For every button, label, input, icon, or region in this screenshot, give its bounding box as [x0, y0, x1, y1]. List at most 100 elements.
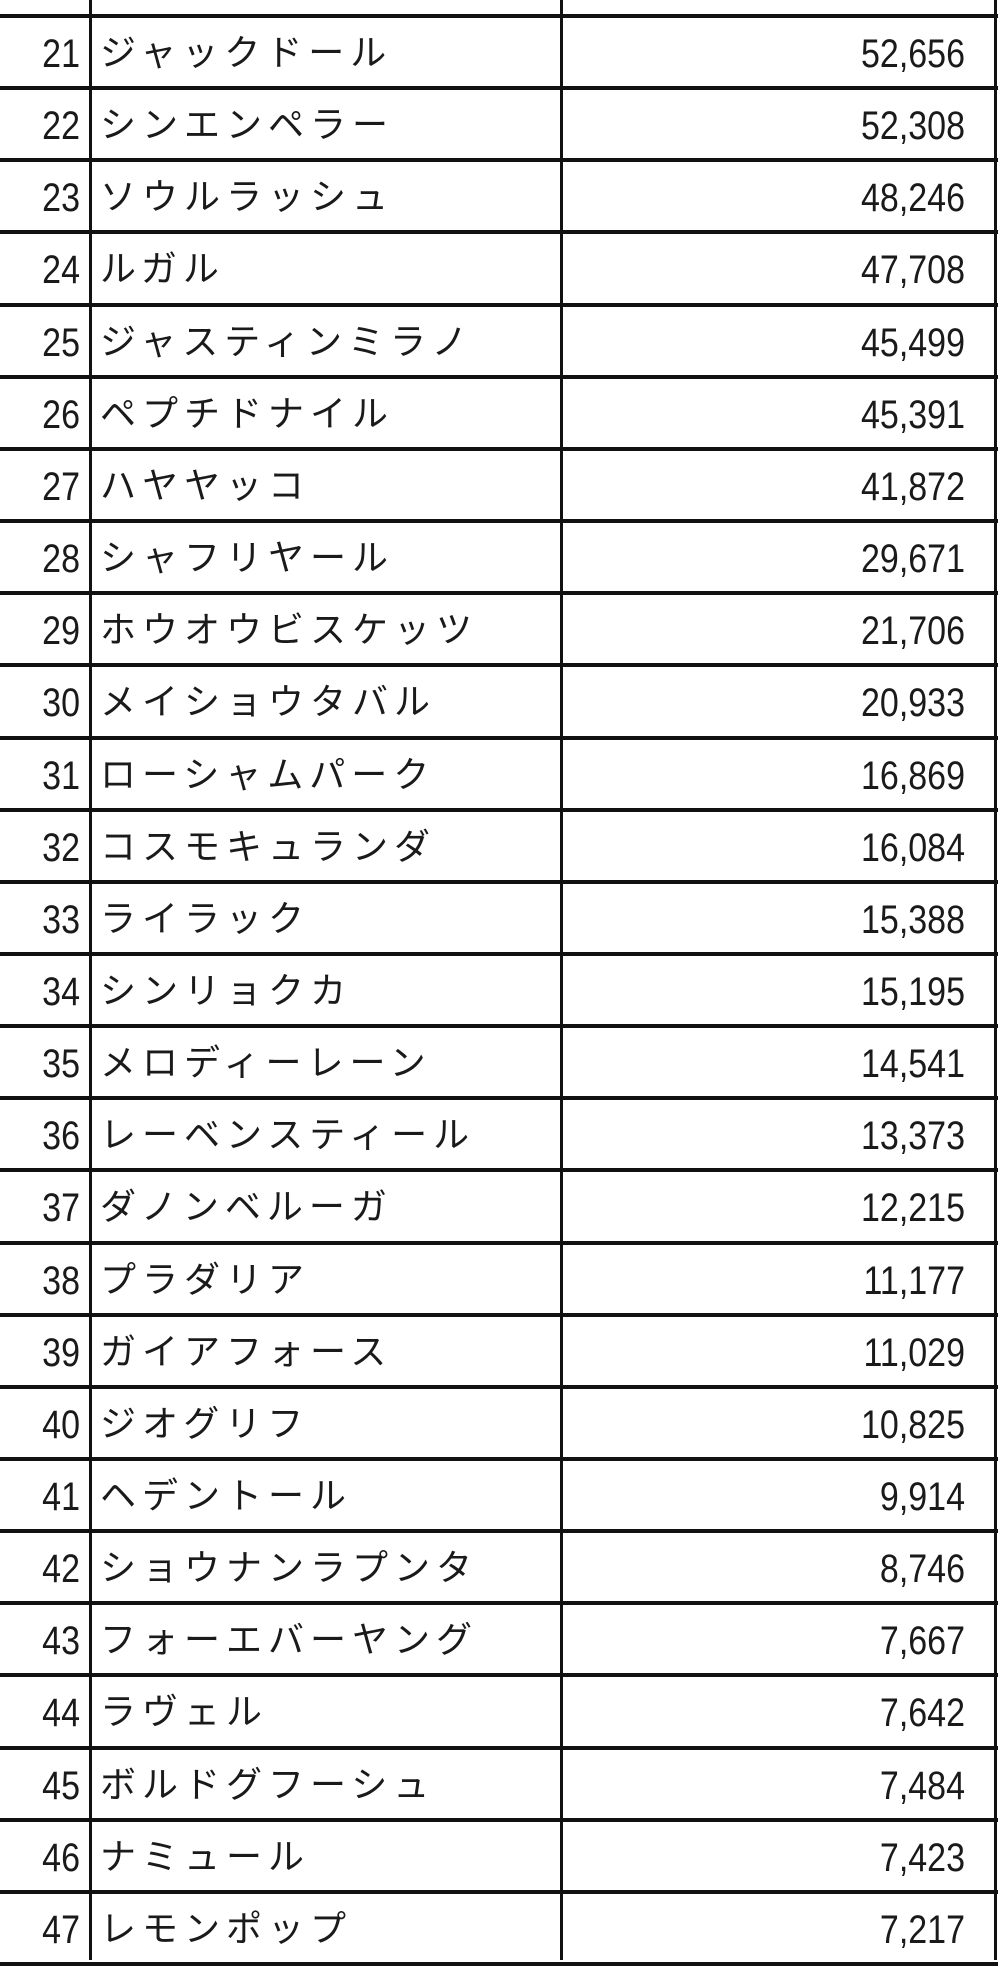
- rank-cell[interactable]: 47: [42, 1907, 80, 1952]
- rank-cell[interactable]: 34: [42, 969, 80, 1014]
- table-row[interactable]: 29 ホウオウビスケッツ 21,706: [0, 594, 998, 666]
- name-cell[interactable]: メイショウタバル: [100, 682, 437, 724]
- value-cell[interactable]: 7,423: [879, 1835, 965, 1880]
- table-row[interactable]: 23 ソウルラッシュ 48,246: [0, 161, 998, 233]
- name-cell[interactable]: ライラック: [100, 898, 311, 940]
- table-row[interactable]: 30 メイショウタバル 20,933: [0, 666, 998, 738]
- rank-cell[interactable]: 44: [42, 1691, 80, 1736]
- table-row[interactable]: 24 ルガル 47,708: [0, 233, 998, 305]
- rank-cell[interactable]: 28: [42, 537, 80, 582]
- value-cell[interactable]: 7,484: [879, 1763, 965, 1808]
- value-cell[interactable]: 29,671: [861, 537, 965, 582]
- rank-cell[interactable]: 41: [42, 1475, 80, 1519]
- table-row[interactable]: 26 ペプチドナイル 45,391: [0, 378, 998, 450]
- rank-cell[interactable]: 35: [42, 1042, 80, 1087]
- value-cell[interactable]: 15,388: [861, 897, 965, 942]
- rank-cell[interactable]: 26: [42, 392, 80, 437]
- value-cell[interactable]: 47,708: [861, 248, 965, 293]
- value-cell[interactable]: 12,215: [861, 1186, 965, 1231]
- name-cell[interactable]: メロディーレーン: [100, 1043, 432, 1085]
- rank-cell[interactable]: 32: [42, 825, 80, 870]
- value-cell[interactable]: 16,084: [861, 825, 965, 870]
- table-row[interactable]: 45 ボルドグフーシュ 7,484: [0, 1749, 998, 1821]
- name-cell[interactable]: ジャックドール: [100, 33, 393, 74]
- name-cell[interactable]: シンエンペラー: [100, 105, 395, 147]
- name-cell[interactable]: ラヴェル: [100, 1692, 269, 1734]
- table-row[interactable]: 34 シンリョクカ 15,195: [0, 955, 998, 1027]
- name-cell[interactable]: ペプチドナイル: [100, 393, 395, 435]
- value-cell[interactable]: 16,869: [861, 753, 965, 798]
- value-cell[interactable]: 9,914: [879, 1475, 965, 1519]
- table-row[interactable]: 44 ラヴェル 7,642: [0, 1676, 998, 1748]
- rank-cell[interactable]: 23: [42, 176, 80, 221]
- value-cell[interactable]: 14,541: [861, 1042, 965, 1087]
- rank-cell[interactable]: 24: [42, 248, 80, 293]
- table-row[interactable]: 25 ジャスティンミラノ 45,499: [0, 306, 998, 378]
- rank-cell[interactable]: 29: [42, 609, 80, 654]
- rank-cell[interactable]: 37: [42, 1186, 80, 1231]
- name-cell[interactable]: ジャスティンミラノ: [100, 321, 474, 363]
- table-row[interactable]: 39 ガイアフォース 11,029: [0, 1316, 998, 1388]
- value-cell[interactable]: 21,706: [861, 609, 965, 654]
- name-cell[interactable]: ボルドグフーシュ: [100, 1764, 436, 1806]
- name-cell[interactable]: プラダリア: [100, 1259, 311, 1301]
- rank-cell[interactable]: 30: [42, 681, 80, 726]
- rank-cell[interactable]: 43: [42, 1619, 80, 1664]
- value-cell[interactable]: 45,499: [861, 320, 965, 365]
- value-cell[interactable]: 45,391: [861, 392, 965, 437]
- name-cell[interactable]: ソウルラッシュ: [100, 177, 395, 219]
- rank-cell[interactable]: 39: [42, 1330, 80, 1375]
- rank-cell[interactable]: 21: [42, 32, 80, 76]
- value-cell[interactable]: 20,933: [861, 681, 965, 726]
- name-cell[interactable]: ルガル: [100, 249, 225, 291]
- rank-cell[interactable]: 25: [42, 320, 80, 365]
- rank-cell[interactable]: 22: [42, 104, 80, 149]
- value-cell[interactable]: 7,217: [879, 1907, 965, 1952]
- name-cell[interactable]: レーベンスティール: [100, 1115, 476, 1157]
- table-row[interactable]: 43 フォーエバーヤング 7,667: [0, 1604, 998, 1676]
- table-row[interactable]: 22 シンエンペラー 52,308: [0, 89, 998, 161]
- table-row[interactable]: 21 ジャックドール 52,656: [0, 17, 998, 89]
- table-row[interactable]: 27 ハヤヤッコ 41,872: [0, 450, 998, 522]
- table-row[interactable]: 42 ショウナンラプンタ 8,746: [0, 1532, 998, 1604]
- table-row[interactable]: 46 ナミュール 7,423: [0, 1821, 998, 1893]
- value-cell[interactable]: 48,246: [861, 176, 965, 221]
- name-cell[interactable]: ハヤヤッコ: [100, 465, 311, 507]
- rank-cell[interactable]: 31: [42, 753, 80, 798]
- name-cell[interactable]: ナミュール: [100, 1836, 311, 1878]
- table-row[interactable]: 36 レーベンスティール 13,373: [0, 1099, 998, 1171]
- value-cell[interactable]: 11,177: [863, 1258, 965, 1303]
- table-row[interactable]: 37 ダノンベルーガ 12,215: [0, 1171, 998, 1243]
- value-cell[interactable]: 15,195: [861, 969, 965, 1014]
- name-cell[interactable]: レモンポップ: [100, 1908, 353, 1950]
- name-cell[interactable]: シンリョクカ: [100, 970, 353, 1012]
- name-cell[interactable]: ジオグリフ: [100, 1403, 310, 1445]
- rank-cell[interactable]: 40: [42, 1402, 80, 1447]
- table-row[interactable]: 41 ヘデントール 9,914: [0, 1460, 998, 1532]
- table-row[interactable]: 35 メロディーレーン 14,541: [0, 1027, 998, 1099]
- name-cell[interactable]: ホウオウビスケッツ: [100, 610, 479, 652]
- name-cell[interactable]: シャフリヤール: [100, 538, 395, 580]
- value-cell[interactable]: 13,373: [861, 1114, 965, 1159]
- table-row[interactable]: 28 シャフリヤール 29,671: [0, 522, 998, 594]
- name-cell[interactable]: ガイアフォース: [100, 1331, 393, 1373]
- table-row[interactable]: 40 ジオグリフ 10,825: [0, 1388, 998, 1460]
- table-row[interactable]: 32 コスモキュランダ 16,084: [0, 811, 998, 883]
- value-cell[interactable]: 8,746: [879, 1547, 965, 1592]
- name-cell[interactable]: ヘデントール: [100, 1476, 353, 1517]
- rank-cell[interactable]: 38: [42, 1258, 80, 1303]
- value-cell[interactable]: 52,308: [861, 104, 965, 149]
- value-cell[interactable]: 7,642: [879, 1691, 965, 1736]
- table-row[interactable]: 38 プラダリア 11,177: [0, 1244, 998, 1316]
- rank-cell[interactable]: 42: [42, 1547, 80, 1592]
- name-cell[interactable]: コスモキュランダ: [100, 826, 437, 868]
- name-cell[interactable]: フォーエバーヤング: [100, 1620, 479, 1662]
- table-row[interactable]: 47 レモンポップ 7,217: [0, 1893, 998, 1965]
- value-cell[interactable]: 10,825: [861, 1402, 965, 1447]
- rank-cell[interactable]: 36: [42, 1114, 80, 1159]
- value-cell[interactable]: 7,667: [879, 1619, 965, 1664]
- rank-cell[interactable]: 33: [42, 897, 80, 942]
- rank-cell[interactable]: 46: [42, 1835, 80, 1880]
- name-cell[interactable]: ローシャムパーク: [100, 754, 436, 796]
- table-row[interactable]: 31 ローシャムパーク 16,869: [0, 739, 998, 811]
